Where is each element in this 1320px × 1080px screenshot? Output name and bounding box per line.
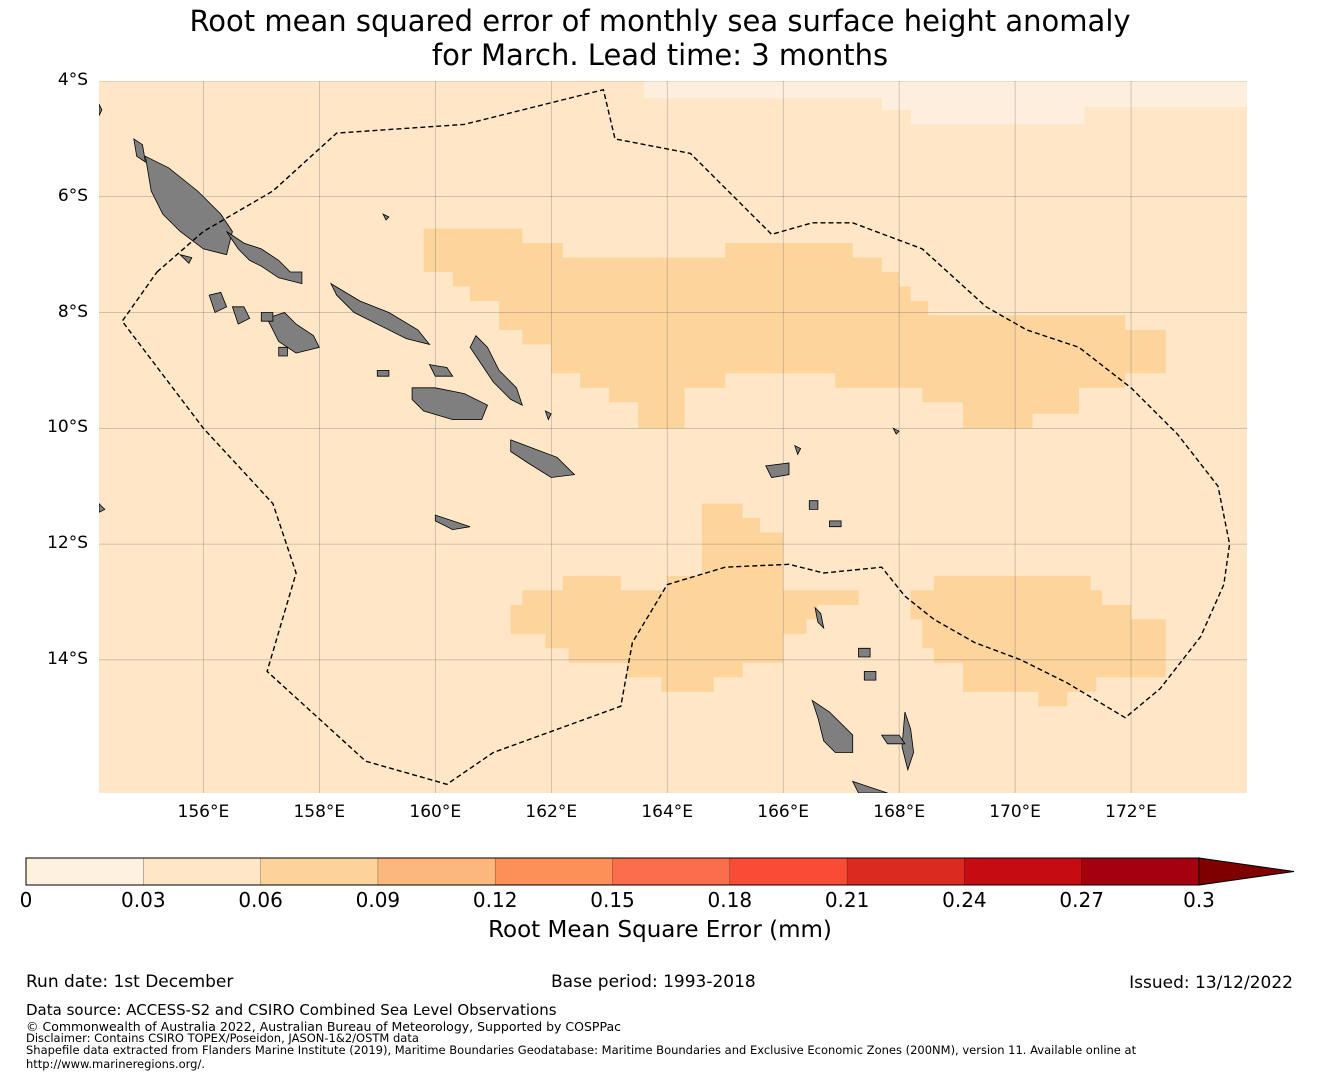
colorbar-tick-label: 0.27 [1059,888,1104,912]
eez-boundary [121,88,1231,786]
base-period: Base period: 1993-2018 [551,972,756,992]
lon-tick-label: 160°E [409,802,462,822]
island-png-south [99,503,106,513]
issued-date: Issued: 13/12/2022 [1129,973,1293,993]
island-choiseul [226,231,303,285]
island-small-2 [794,444,802,456]
colorbar-tick-label: 0.03 [121,888,166,912]
island-rendova [278,346,288,357]
colorbar-segment [612,858,731,885]
island-gaua [863,671,877,681]
island-ambae [880,734,906,745]
lon-tick-label: 172°E [1105,802,1157,822]
run-date: Run date: 1st December [26,972,234,992]
colorbar-tick-label: 0.09 [355,888,401,912]
colorbar-tick-label: 0.24 [942,888,987,912]
title-line-1: Root mean squared error of monthly sea s… [189,4,1131,38]
rmse-region-mid-south-east [910,575,1166,707]
colorbar-tick-label: 0.21 [824,888,870,912]
colorbar-title: Root Mean Square Error (mm) [488,917,832,943]
island-torres [814,606,825,630]
island-guadalcanal [411,387,489,421]
island-malaita [469,335,523,406]
data-source: Data source: ACCESS-S2 and CSIRO Combine… [26,1001,557,1019]
gridlines [99,81,1247,793]
colorbar-segment [847,858,965,885]
lon-tick-label: 162°E [525,802,578,822]
island-vanua-lava [858,647,871,658]
colorbar-tick-label: 0.3 [1183,888,1215,912]
island-santa-isabel [329,282,431,346]
map-area [99,81,1247,793]
island-png-east [99,104,103,116]
lat-tick-label: 14°S [47,648,88,669]
lat-tick-label: 10°S [47,417,88,438]
lon-tick-label: 158°E [293,802,346,822]
island-new-georgia [266,312,320,354]
chart-title: Root mean squared error of monthly sea s… [0,4,1320,72]
island-russell [376,369,390,377]
disclaimer: Disclaimer: Contains CSIRO TOPEX/Poseido… [26,1031,419,1045]
island-sikaiana [382,213,390,221]
island-makira [510,439,576,478]
colorbar-segment [26,858,144,885]
island-ulawa [544,410,552,421]
lon-tick-label: 168°E [873,802,925,822]
colorbar-segment [964,858,1083,885]
lon-tick-label: 156°E [177,802,230,822]
island-malekula [851,780,888,793]
lat-tick-label: 6°S [57,185,88,206]
lon-tick-label: 164°E [641,802,694,822]
island-bougainville [144,155,233,256]
island-vanikoro [829,520,842,528]
colorbar-extend-arrow [1198,857,1295,886]
island-small-1 [892,427,900,435]
colorbar-tick-label: 0.18 [707,888,753,912]
colorbar-segment [260,858,379,885]
colorbar [25,857,1295,886]
shapefile-credit: Shapefile data extracted from Flanders M… [26,1043,1137,1057]
island-buka [133,138,146,163]
island-shortland [178,253,193,264]
rmse-region-mid-south-west [510,503,859,692]
island-vella-lavella [208,291,228,314]
colorbar-segment [377,858,496,885]
title-line-2: for March. Lead time: 3 months [431,38,889,72]
lon-tick-label: 170°E [989,802,1041,822]
colorbar-tick-label: 0.12 [472,888,518,912]
lat-tick-label: 12°S [47,533,88,554]
colorbar-tick-label: 0.15 [590,888,635,912]
rmse-region-mid-north [423,228,1166,429]
colorbar-tick-label: 0 [19,888,33,912]
island-rennell [434,514,471,531]
island-santo [811,699,854,753]
colorbar-tick-label: 0.06 [238,888,283,912]
island-ranongga [231,306,251,325]
colorbar-segment [495,858,613,885]
colorbar-segment [143,858,262,885]
colorbar-segment [729,858,848,885]
island-utupua [808,500,819,510]
copyright-notice: © Commonwealth of Australia 2022, Austra… [26,1019,621,1034]
lat-tick-label: 8°S [57,301,88,322]
lon-tick-label: 166°E [757,802,809,822]
marineregions-url: http://www.marineregions.org/. [26,1057,205,1071]
rmse-region-low [644,81,1247,125]
colorbar-segment [1081,858,1200,885]
colorbar-frame [25,857,1200,886]
island-kolombangara [260,312,274,322]
island-ndeni [765,462,790,478]
lat-tick-label: 4°S [57,70,88,90]
island-florida-islands [428,364,454,377]
